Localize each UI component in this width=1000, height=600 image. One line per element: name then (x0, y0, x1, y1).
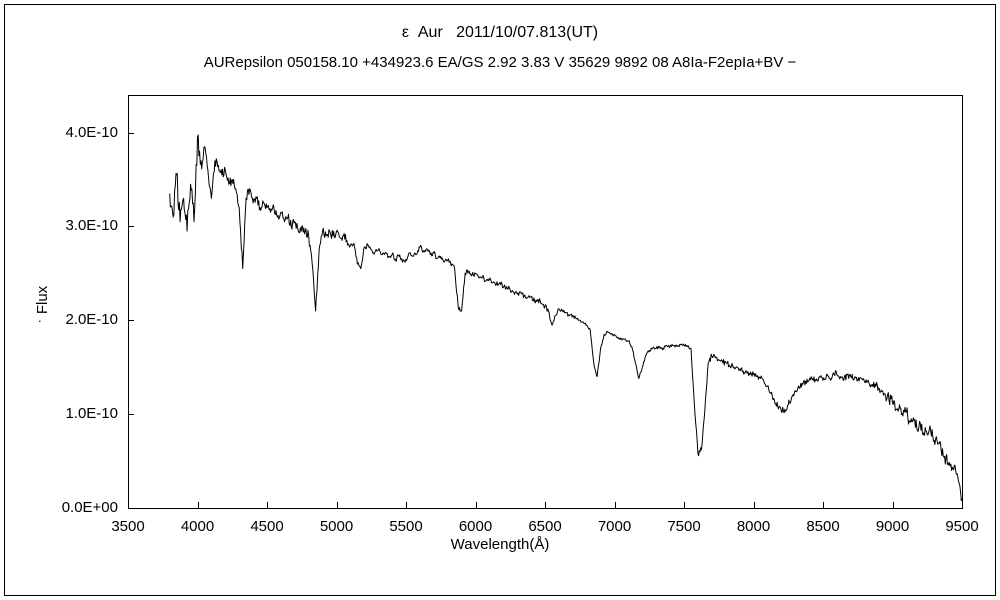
x-tick-label: 7500 (667, 518, 701, 535)
x-tick-label: 6500 (528, 518, 562, 535)
x-tick-label: 6000 (458, 518, 493, 535)
x-tick-label: 4000 (180, 518, 215, 535)
x-tick-label: 3500 (111, 518, 145, 535)
chart-subtitle: AURepsilon 050158.10 +434923.6 EA/GS 2.9… (203, 54, 797, 71)
y-tick-label: 1.0E-10 (65, 405, 118, 423)
spectrum-line (169, 134, 963, 502)
x-tick-label: 9500 (945, 518, 979, 535)
plot-outer-border (4, 4, 996, 596)
x-tick-label: 9000 (875, 518, 910, 535)
y-tick-label: 2.0E-10 (65, 311, 118, 329)
x-tick-label: 5000 (319, 518, 354, 535)
y-tick-label: 3.0E-10 (65, 217, 118, 235)
x-tick-label: 5500 (389, 518, 423, 535)
x-tick-label: 4500 (250, 518, 284, 535)
x-tick-label: 7000 (597, 518, 632, 535)
y-tick-label: 0.0E+00 (61, 499, 118, 516)
x-axis-label: Wavelength(Å) (450, 536, 550, 553)
chart-title: ε Aur 2011/10/07.813(UT) (401, 24, 599, 41)
y-tick-label: 4.0E-10 (65, 123, 118, 141)
plot-border (128, 95, 963, 509)
x-tick-label: 8500 (806, 518, 840, 535)
x-tick-label: 8000 (736, 518, 771, 535)
y-axis-label-dot: . (38, 310, 42, 325)
